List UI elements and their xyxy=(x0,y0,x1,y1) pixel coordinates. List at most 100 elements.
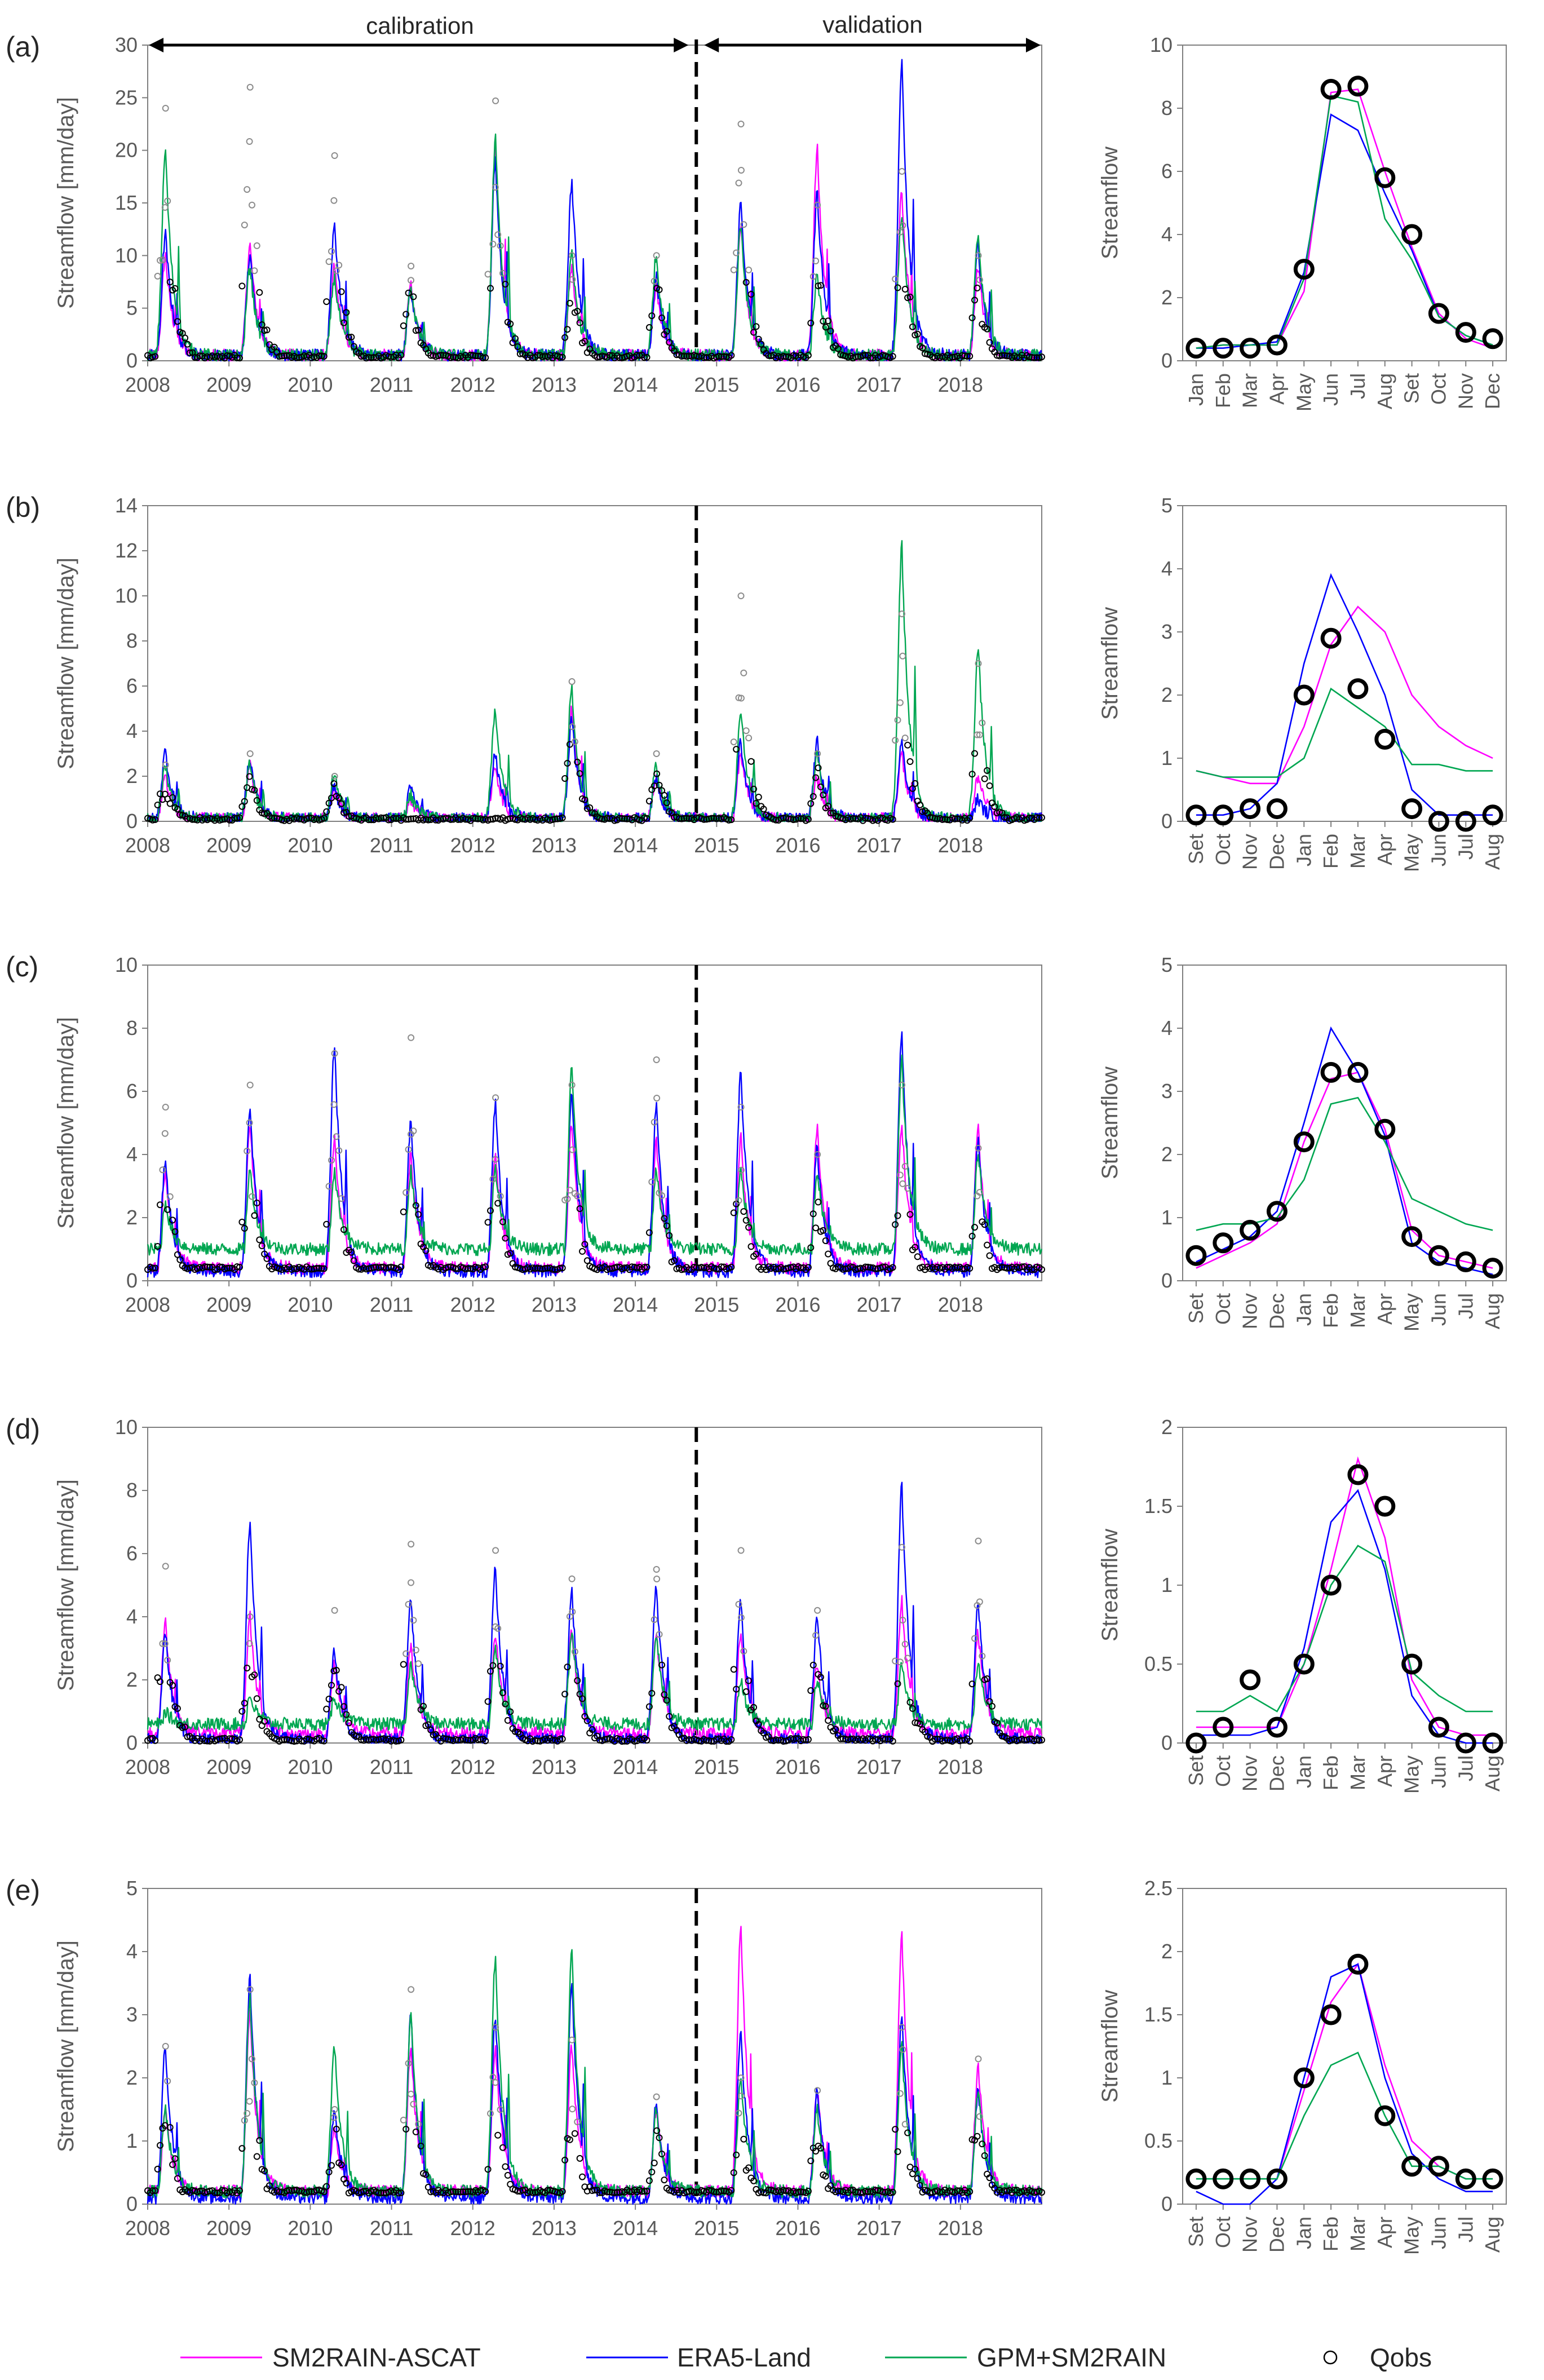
x-tick-label: 2013 xyxy=(532,2217,577,2240)
qobs-point xyxy=(541,1265,548,1272)
qobs-point xyxy=(484,1698,492,1705)
y-axis-label: Streamflow xyxy=(1098,1990,1122,2103)
qobs-point xyxy=(353,1733,360,1740)
qobs-point xyxy=(564,760,571,767)
y-axis-label: Streamflow [mm/day] xyxy=(54,1940,78,2152)
qobs-point xyxy=(412,327,419,334)
qobs-point xyxy=(917,2182,924,2189)
x-tick-label: Jan xyxy=(1292,1755,1315,1788)
x-tick-label: Jun xyxy=(1427,1755,1450,1788)
qobs-point xyxy=(984,325,991,333)
qobs-point xyxy=(765,2186,772,2193)
qobs-point xyxy=(489,1175,497,1183)
qobs-point xyxy=(820,317,827,325)
qobs-monthly-point xyxy=(1320,627,1342,649)
y-tick-label: 0 xyxy=(1161,349,1173,372)
x-tick-label: 2011 xyxy=(370,834,413,857)
qobs-point xyxy=(904,1655,912,1662)
qobs-point xyxy=(986,2174,993,2182)
x-tick-label: Dec xyxy=(1265,1755,1288,1791)
validation-arrow-head-right xyxy=(1026,38,1041,52)
series-line-gpm-sm2rain xyxy=(147,1054,1043,1257)
y-tick-label: 5 xyxy=(1161,494,1173,517)
qobs-point xyxy=(340,1703,347,1710)
qobs-monthly-point xyxy=(1213,2168,1234,2189)
series-line-era5-land xyxy=(147,715,1043,822)
qobs-point xyxy=(981,775,988,782)
y-tick-label: 6 xyxy=(126,1542,138,1565)
x-tick-label: Oct xyxy=(1211,1293,1235,1325)
qobs-point xyxy=(710,2188,718,2195)
qobs-point xyxy=(822,2173,829,2180)
qobs-peak-point xyxy=(975,1537,982,1545)
qobs-point xyxy=(157,1678,163,1686)
qobs-point xyxy=(211,1266,218,1273)
timeseries-panel-4: (e) 0 1 2 3 4 5 2008 2009 2010 2011 2012 2013 2014 201… xyxy=(6,1874,1045,2240)
monthly-panel-1: 0 1 2 3 4 5 Set Oct Nov Dec Jan Feb Mar Apr May Jun Jul A… xyxy=(1098,494,1507,872)
qobs-point xyxy=(825,803,832,809)
qobs-point xyxy=(499,1218,506,1226)
qobs-point xyxy=(901,1163,909,1170)
qobs-point xyxy=(420,1702,427,1710)
qobs-point xyxy=(747,291,755,298)
qobs-point xyxy=(820,791,827,799)
x-tick-label: 2010 xyxy=(287,1755,333,1779)
qobs-point xyxy=(169,1682,176,1689)
y-tick-label: 1 xyxy=(1161,746,1173,769)
qobs-peak-point xyxy=(975,660,982,667)
x-tick-label: 2008 xyxy=(125,373,170,396)
series-line-sm2rain-ascat xyxy=(147,1926,1043,2198)
legend-label-qobs: Qobs xyxy=(1370,2343,1432,2372)
qobs-point xyxy=(159,1166,166,1174)
y-tick-label: 8 xyxy=(126,1479,138,1502)
x-tick-label: 2008 xyxy=(125,2217,170,2240)
qobs-point xyxy=(641,354,648,361)
qobs-point xyxy=(809,1210,817,1218)
qobs-point xyxy=(244,2110,251,2117)
qobs-point xyxy=(236,1263,243,1271)
y-axis-label: Streamflow xyxy=(1098,607,1122,720)
qobs-point xyxy=(472,352,479,360)
panel-label: (c) xyxy=(6,951,38,983)
qobs-peak-point xyxy=(975,1144,982,1152)
qobs-point xyxy=(408,277,414,284)
qobs-point xyxy=(241,1700,248,1707)
qobs-point xyxy=(574,758,581,766)
y-tick-label: 0 xyxy=(126,1731,138,1754)
qobs-point xyxy=(1036,814,1043,821)
x-tick-label: 2017 xyxy=(857,1293,902,1316)
x-tick-label: Apr xyxy=(1373,1755,1396,1787)
qobs-point xyxy=(253,1200,260,1206)
qobs-point xyxy=(939,816,946,823)
x-tick-label: 2015 xyxy=(694,373,739,396)
legend-marker-qobs xyxy=(1323,2350,1338,2365)
qobs-point xyxy=(906,293,914,300)
qobs-point xyxy=(278,1736,285,1744)
qobs-point xyxy=(494,1625,502,1632)
legend-label-gpm-sm2rain: GPM+SM2RAIN xyxy=(977,2343,1166,2372)
qobs-point xyxy=(514,343,521,350)
qobs-point xyxy=(467,351,474,359)
qobs-point xyxy=(656,286,663,293)
qobs-point xyxy=(402,1189,410,1196)
qobs-point xyxy=(986,1252,993,1259)
qobs-monthly-point xyxy=(1482,1732,1503,1754)
qobs-point xyxy=(750,785,757,793)
qobs-point xyxy=(410,293,417,300)
qobs-point xyxy=(499,1689,506,1696)
qobs-point xyxy=(422,1247,430,1254)
y-tick-label: 0 xyxy=(1161,1731,1173,1754)
qobs-point xyxy=(241,1225,248,1232)
qobs-point xyxy=(984,1241,991,1249)
qobs-point xyxy=(306,1265,313,1272)
qobs-monthly-point xyxy=(1374,1496,1396,1517)
qobs-point xyxy=(219,816,226,823)
series-line-gpm-sm2rain xyxy=(147,133,1042,362)
qobs-point xyxy=(653,2127,661,2134)
qobs-point xyxy=(415,1211,422,1218)
qobs-point xyxy=(735,179,742,187)
qobs-point xyxy=(397,2189,405,2196)
qobs-point xyxy=(214,2189,221,2197)
qobs-point xyxy=(889,2188,896,2196)
x-tick-label: 2011 xyxy=(370,1755,413,1779)
